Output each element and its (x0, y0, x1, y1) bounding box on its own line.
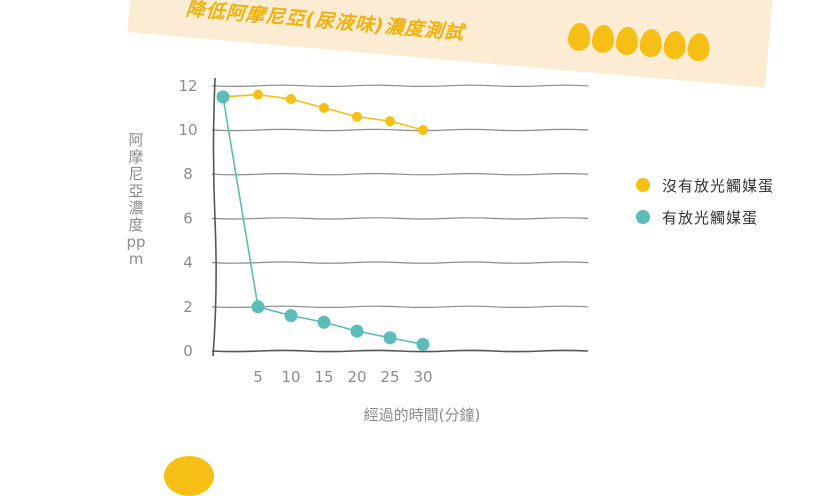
line-chart: 0 2 4 6 8 10 12 5 10 15 20 25 30 (178, 77, 589, 386)
data-point-series-2 (251, 300, 265, 314)
legend-marker-with-egg (636, 210, 650, 224)
data-point-series-1 (418, 125, 428, 135)
legend-item-with-egg: 有放光觸媒蛋 (636, 206, 774, 228)
gridline (211, 261, 589, 264)
y-tick-label: 4 (183, 254, 193, 272)
y-tick-label: 6 (183, 209, 193, 227)
gridline (211, 305, 589, 308)
y-axis-label: 阿摩尼亞濃度ppm (126, 131, 146, 268)
y-axis-line (212, 77, 217, 357)
data-point-series-1 (253, 89, 263, 100)
x-tick-label: 25 (380, 368, 399, 386)
legend-label-with-egg: 有放光觸媒蛋 (662, 208, 759, 227)
x-tick-label: 15 (314, 368, 333, 386)
data-point-series-2 (416, 337, 430, 351)
y-tick-label: 2 (183, 298, 193, 316)
gridline (211, 217, 589, 220)
legend-label-no-egg: 沒有放光觸媒蛋 (662, 176, 775, 195)
data-point-series-2 (317, 315, 331, 329)
x-tick-label: 20 (347, 368, 366, 386)
y-tick-label: 8 (183, 165, 193, 183)
decorative-egg (164, 456, 214, 496)
data-point-series-2 (383, 331, 397, 345)
y-tick-label: 10 (178, 121, 197, 139)
gridline (211, 349, 589, 353)
x-tick-label: 10 (281, 368, 300, 386)
x-axis-label: 經過的時間(分鐘) (363, 406, 481, 424)
data-point-series-1 (286, 94, 296, 105)
gridline (211, 128, 589, 132)
data-point-series-2 (350, 324, 364, 338)
y-tick-label: 12 (178, 77, 197, 95)
data-point-series-2 (216, 90, 230, 104)
data-point-series-1 (352, 111, 362, 122)
x-tick-label: 5 (253, 368, 263, 386)
data-point-series-2 (284, 309, 298, 323)
y-tick-label: 0 (183, 342, 193, 360)
data-point-series-1 (319, 102, 329, 113)
legend-marker-no-egg (636, 178, 650, 192)
legend: 沒有放光觸媒蛋 有放光觸媒蛋 (636, 174, 774, 238)
data-point-series-1 (385, 116, 395, 127)
legend-item-no-egg: 沒有放光觸媒蛋 (636, 174, 774, 196)
gridline (211, 84, 589, 87)
gridline (211, 173, 589, 176)
x-tick-label: 30 (413, 368, 432, 386)
